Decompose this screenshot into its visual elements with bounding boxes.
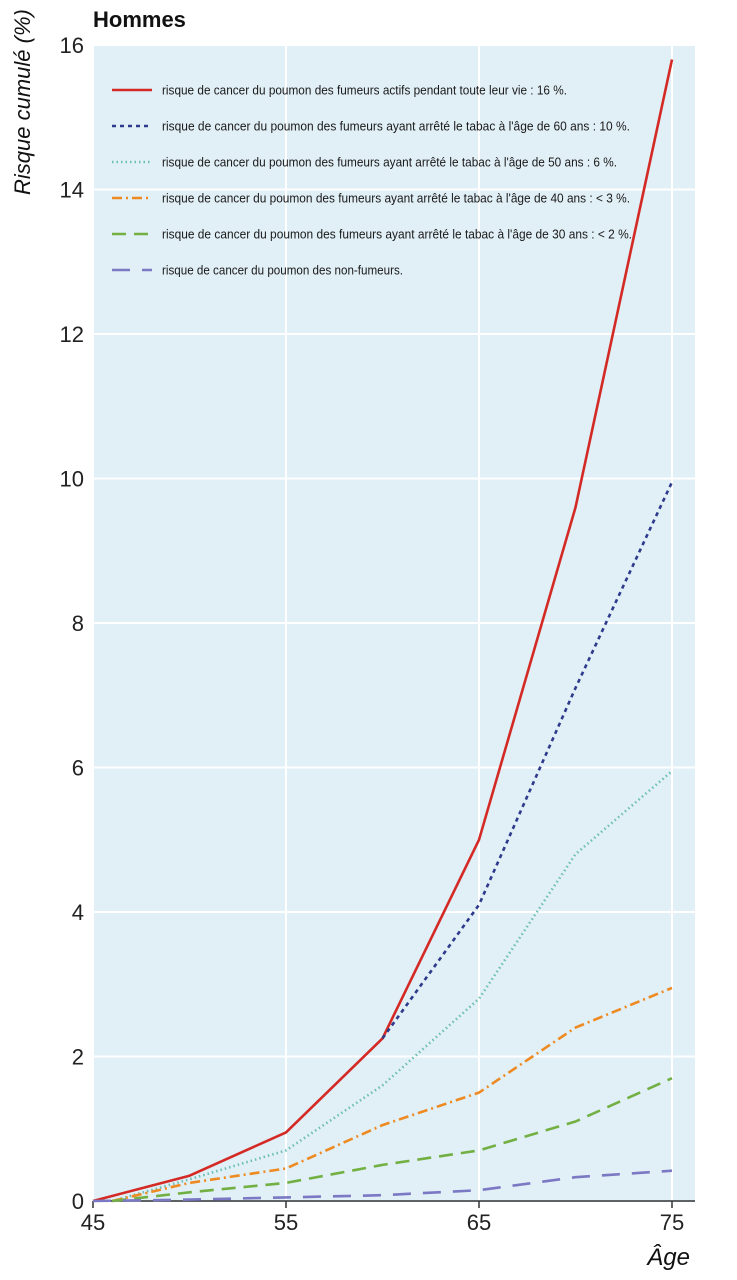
series-lines [92, 59, 674, 1203]
legend-label-1: risque de cancer du poumon des fumeurs a… [162, 83, 567, 98]
series-line-5 [112, 1077, 673, 1203]
y-tick-label: 10 [60, 467, 84, 492]
series-line-6 [92, 1169, 673, 1203]
y-tick-label: 8 [72, 611, 84, 636]
x-axis-title: Âge [646, 1244, 690, 1271]
legend-label-5: risque de cancer du poumon des fumeurs a… [162, 227, 632, 242]
legend-label-4: risque de cancer du poumon des fumeurs a… [162, 191, 630, 206]
y-axis-ticks: 0 2 4 6 8 10 12 14 16 [60, 33, 84, 1214]
series-line-4 [112, 986, 673, 1203]
y-axis-title: Risque cumulé (%) [10, 9, 35, 195]
series-line-3 [111, 770, 673, 1203]
gridlines [92, 44, 695, 1201]
x-axis-ticks: 45 55 65 75 [81, 1201, 684, 1235]
legend-label-3: risque de cancer du poumon des fumeurs a… [162, 155, 617, 170]
y-tick-label: 14 [60, 178, 84, 203]
x-tick-label: 65 [467, 1210, 491, 1235]
series-line-2 [381, 481, 674, 1040]
y-tick-label: 0 [72, 1189, 84, 1214]
y-tick-label: 12 [60, 322, 84, 347]
x-tick-label: 55 [274, 1210, 298, 1235]
legend-label-6: risque de cancer du poumon des non-fumeu… [162, 263, 403, 278]
y-tick-label: 4 [72, 900, 84, 925]
x-tick-label: 45 [81, 1210, 105, 1235]
x-tick-label: 75 [660, 1210, 684, 1235]
y-tick-label: 6 [72, 756, 84, 781]
y-tick-label: 2 [72, 1045, 84, 1070]
chart-title: Hommes [93, 7, 186, 32]
legend-label-2: risque de cancer du poumon des fumeurs a… [162, 119, 630, 134]
y-tick-label: 16 [60, 33, 84, 58]
legend: risque de cancer du poumon des fumeurs a… [112, 83, 632, 278]
